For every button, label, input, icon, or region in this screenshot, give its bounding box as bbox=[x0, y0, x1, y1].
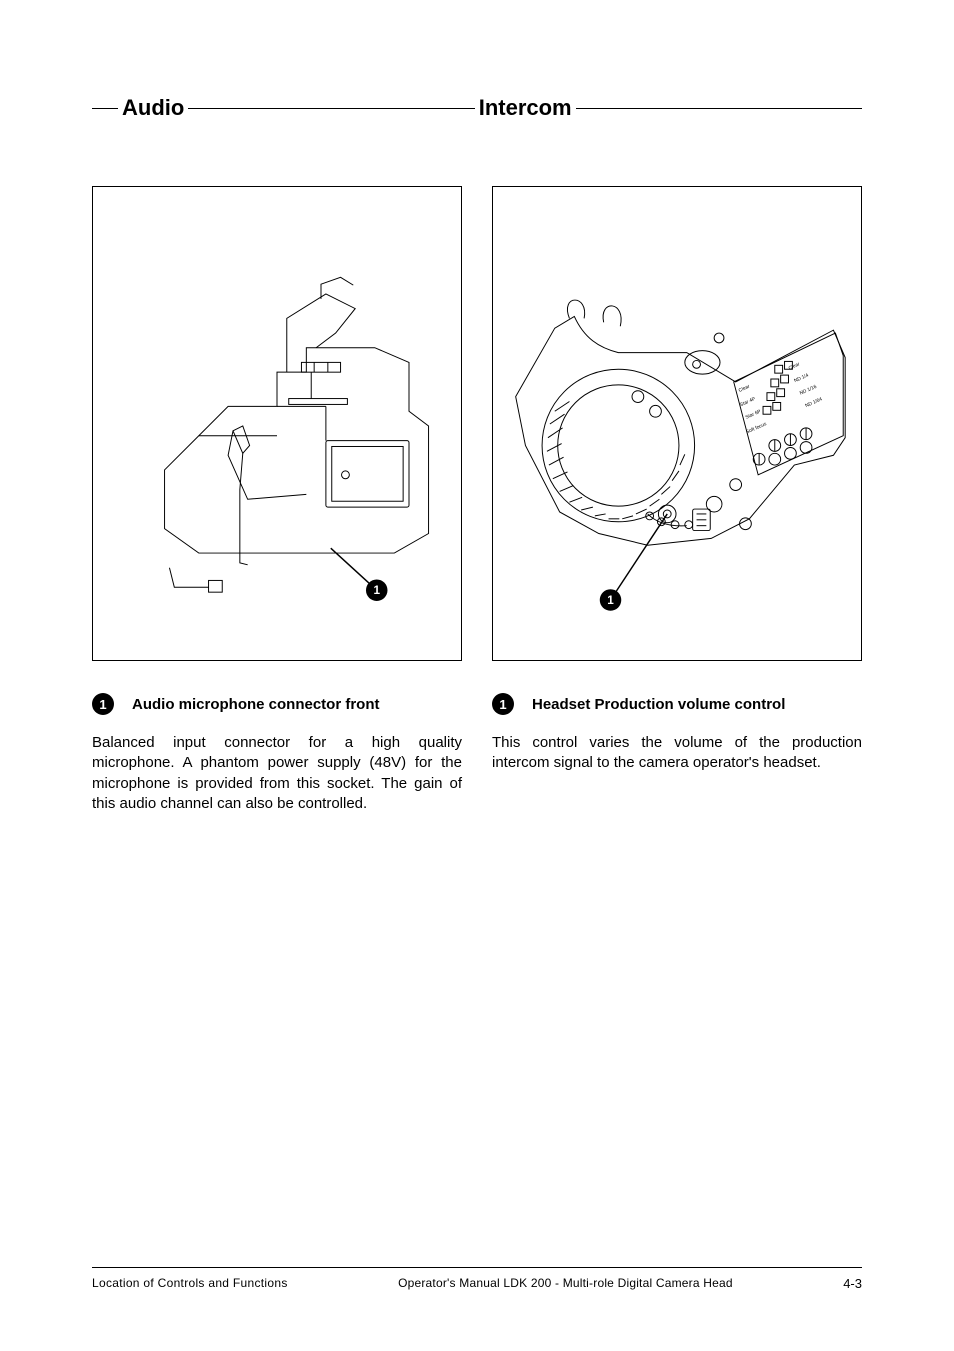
footer-manual-title: Operator's Manual LDK 200 - Multi-role D… bbox=[398, 1276, 733, 1291]
svg-text:Star 4P: Star 4P bbox=[739, 396, 756, 408]
camera-front-drawing: 1 bbox=[101, 195, 453, 652]
section-headings-row: Audio Intercom bbox=[92, 95, 862, 121]
right-column: Clear Star 4P Star 6P Soft focus Clear N… bbox=[492, 186, 862, 814]
svg-text:Clear: Clear bbox=[738, 383, 751, 393]
section-title-intercom: Intercom bbox=[475, 95, 576, 121]
rule-segment bbox=[576, 108, 862, 109]
section-title-audio: Audio bbox=[118, 95, 188, 121]
callout-body: Balanced input connector for a high qual… bbox=[92, 733, 462, 814]
callout-badge: 1 bbox=[492, 693, 514, 715]
rule-segment bbox=[92, 108, 118, 109]
svg-text:Soft focus: Soft focus bbox=[745, 421, 768, 436]
left-column: 1 1 Audio microphone connector front Bal… bbox=[92, 186, 462, 814]
page-footer: Location of Controls and Functions Opera… bbox=[92, 1267, 862, 1291]
svg-text:Clear: Clear bbox=[788, 361, 801, 371]
svg-text:ND 1/16: ND 1/16 bbox=[799, 384, 818, 397]
footer-page-number: 4-3 bbox=[843, 1276, 862, 1291]
callout-badge: 1 bbox=[92, 693, 114, 715]
svg-text:Star 6P: Star 6P bbox=[745, 409, 762, 421]
svg-text:ND 1/64: ND 1/64 bbox=[804, 396, 823, 409]
callout-title: Audio microphone connector front bbox=[132, 696, 380, 713]
footer-section-name: Location of Controls and Functions bbox=[92, 1276, 288, 1291]
callout-row: 1 Audio microphone connector front bbox=[92, 693, 462, 715]
camera-side-drawing: Clear Star 4P Star 6P Soft focus Clear N… bbox=[501, 195, 853, 652]
callout-row: 1 Headset Production volume control bbox=[492, 693, 862, 715]
footer-rule bbox=[92, 1267, 862, 1268]
svg-text:ND 1/4: ND 1/4 bbox=[793, 372, 810, 384]
rule-segment bbox=[188, 108, 474, 109]
callout-title: Headset Production volume control bbox=[532, 696, 785, 713]
figure-callout-badge: 1 bbox=[373, 584, 380, 597]
callout-body: This control varies the volume of the pr… bbox=[492, 733, 862, 774]
figure-headset-volume-control: Clear Star 4P Star 6P Soft focus Clear N… bbox=[492, 186, 862, 661]
figure-audio-mic-connector: 1 bbox=[92, 186, 462, 661]
figure-callout-badge: 1 bbox=[607, 594, 614, 607]
